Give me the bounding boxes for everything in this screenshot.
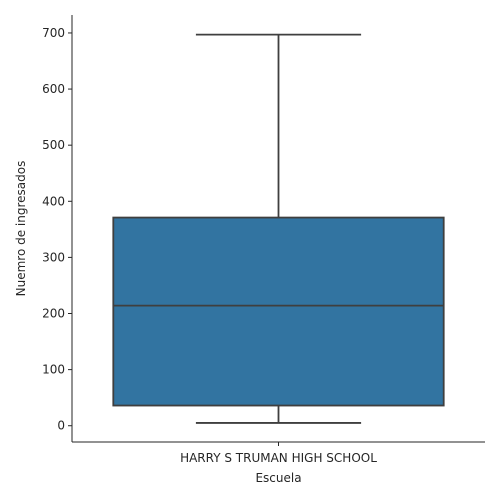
y-tick-label: 500 — [42, 138, 65, 152]
y-tick-label: 700 — [42, 26, 65, 40]
plot-area — [112, 33, 445, 424]
y-axis-ticks: 0 100 200 300 400 500 600 700 — [42, 26, 72, 433]
y-tick-label: 100 — [42, 363, 65, 377]
y-tick-label: 200 — [42, 307, 65, 321]
x-axis-ticks: HARRY S TRUMAN HIGH SCHOOL — [180, 442, 377, 465]
x-axis-label: Escuela — [255, 471, 301, 485]
y-axis-label: Nuemro de ingresados — [14, 161, 28, 297]
y-tick-label: 300 — [42, 250, 65, 264]
y-tick-label: 600 — [42, 82, 65, 96]
y-tick-label: 0 — [57, 419, 65, 433]
y-tick-label: 400 — [42, 194, 65, 208]
x-tick-label: HARRY S TRUMAN HIGH SCHOOL — [180, 451, 377, 465]
box-iqr — [112, 216, 445, 407]
